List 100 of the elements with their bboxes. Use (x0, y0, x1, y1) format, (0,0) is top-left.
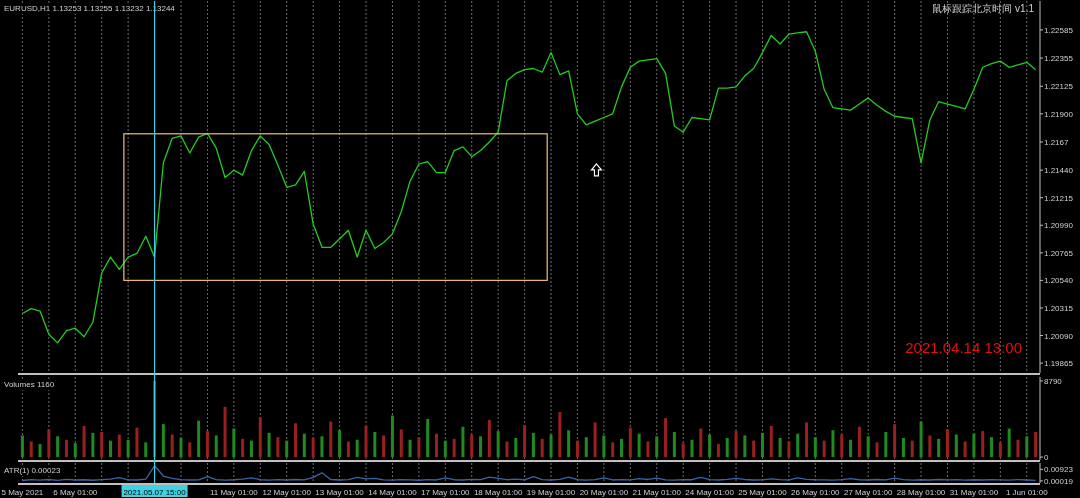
bar (267, 432, 271, 458)
bar (919, 421, 923, 458)
bar (681, 443, 685, 458)
bar (109, 440, 113, 458)
bar (549, 434, 553, 458)
bar (760, 432, 764, 458)
y-tick-label: 1.20540 (1044, 276, 1074, 286)
bar (399, 429, 403, 458)
x-tick-label: 13 May 01:00 (315, 487, 365, 497)
x-tick-label: 25 May 01:00 (738, 487, 788, 497)
bar (593, 422, 597, 458)
bar (611, 442, 615, 458)
bar (602, 435, 606, 458)
bar (699, 428, 703, 458)
bar (135, 427, 139, 458)
y-tick-label: 1.20990 (1044, 221, 1074, 231)
bar (249, 440, 253, 458)
bar (954, 434, 958, 458)
bar (329, 421, 333, 458)
bar (1007, 428, 1011, 458)
bar (716, 444, 720, 458)
y-tick-label: 1.20765 (1044, 248, 1074, 258)
x-tick-label: 1 Jun 01:00 (1005, 487, 1049, 497)
chart-title: Volumes 1160 (4, 380, 55, 389)
bar (346, 441, 350, 458)
bar (390, 415, 394, 458)
bar (408, 439, 412, 458)
bar (126, 439, 130, 458)
bar (734, 431, 738, 458)
x-tick-label: 26 May 01:00 (791, 487, 841, 497)
bar (100, 431, 104, 458)
y-tick-label: 1.20315 (1044, 303, 1074, 313)
bar (461, 426, 465, 458)
x-tick-label: 19 May 01:00 (526, 487, 576, 497)
bar (540, 438, 544, 458)
bar (144, 442, 148, 458)
bar (82, 425, 86, 458)
bar (945, 429, 949, 458)
bar (364, 425, 368, 458)
x-tick-label: 12 May 01:00 (262, 487, 312, 497)
bar (1034, 431, 1038, 458)
bar (849, 439, 853, 458)
bar (567, 430, 571, 458)
bar (285, 440, 289, 458)
y-tick-label: 1.22585 (1044, 25, 1074, 35)
bar (769, 425, 773, 458)
bar (73, 443, 77, 458)
bar (302, 433, 306, 458)
y-tick-label: 1.21215 (1044, 193, 1074, 203)
bar (831, 430, 835, 458)
bar (805, 422, 809, 458)
bar (840, 434, 844, 458)
x-tick-label: 27 May 01:00 (843, 487, 893, 497)
bar (972, 433, 976, 458)
bar (778, 438, 782, 458)
y-tick-label: 1.2167 (1044, 137, 1070, 147)
bar (505, 441, 509, 458)
x-tick-label: 5 May 2021 (1, 487, 44, 497)
bar (214, 435, 218, 458)
bar (117, 434, 121, 458)
bar (857, 426, 861, 458)
bar (963, 441, 967, 458)
bar (893, 424, 897, 458)
bar (584, 437, 588, 458)
bar (373, 431, 377, 458)
x-tick-label: 31 May 01:00 (949, 487, 999, 497)
bar (241, 438, 245, 458)
bar (822, 440, 826, 458)
bar (355, 439, 359, 458)
bar (664, 418, 668, 458)
y-tick-label: 8790 (1044, 376, 1063, 386)
bar (320, 436, 324, 458)
bar (796, 433, 800, 458)
bar (531, 432, 535, 458)
bar (752, 440, 756, 458)
bar (188, 442, 192, 458)
bar (990, 437, 994, 458)
bar (179, 438, 183, 458)
x-tick-label: 2021.05.07 15:00 (123, 487, 187, 497)
bar (232, 428, 236, 458)
bar (38, 444, 42, 458)
bar (981, 431, 985, 458)
bar (470, 434, 474, 458)
bar (417, 437, 421, 458)
bar (56, 436, 60, 458)
y-tick-label: 1.21900 (1044, 109, 1074, 119)
x-tick-label: 24 May 01:00 (685, 487, 735, 497)
bar (434, 433, 438, 458)
bar (637, 433, 641, 458)
line-series (21, 31, 1037, 344)
bar (901, 438, 905, 458)
bar (1025, 436, 1029, 458)
bar (708, 434, 712, 458)
bar (276, 437, 280, 458)
bar (205, 431, 209, 458)
bar (338, 430, 342, 458)
bar (725, 438, 729, 458)
bar (928, 435, 932, 458)
bar (937, 438, 941, 458)
x-tick-label: 28 May 01:00 (896, 487, 946, 497)
